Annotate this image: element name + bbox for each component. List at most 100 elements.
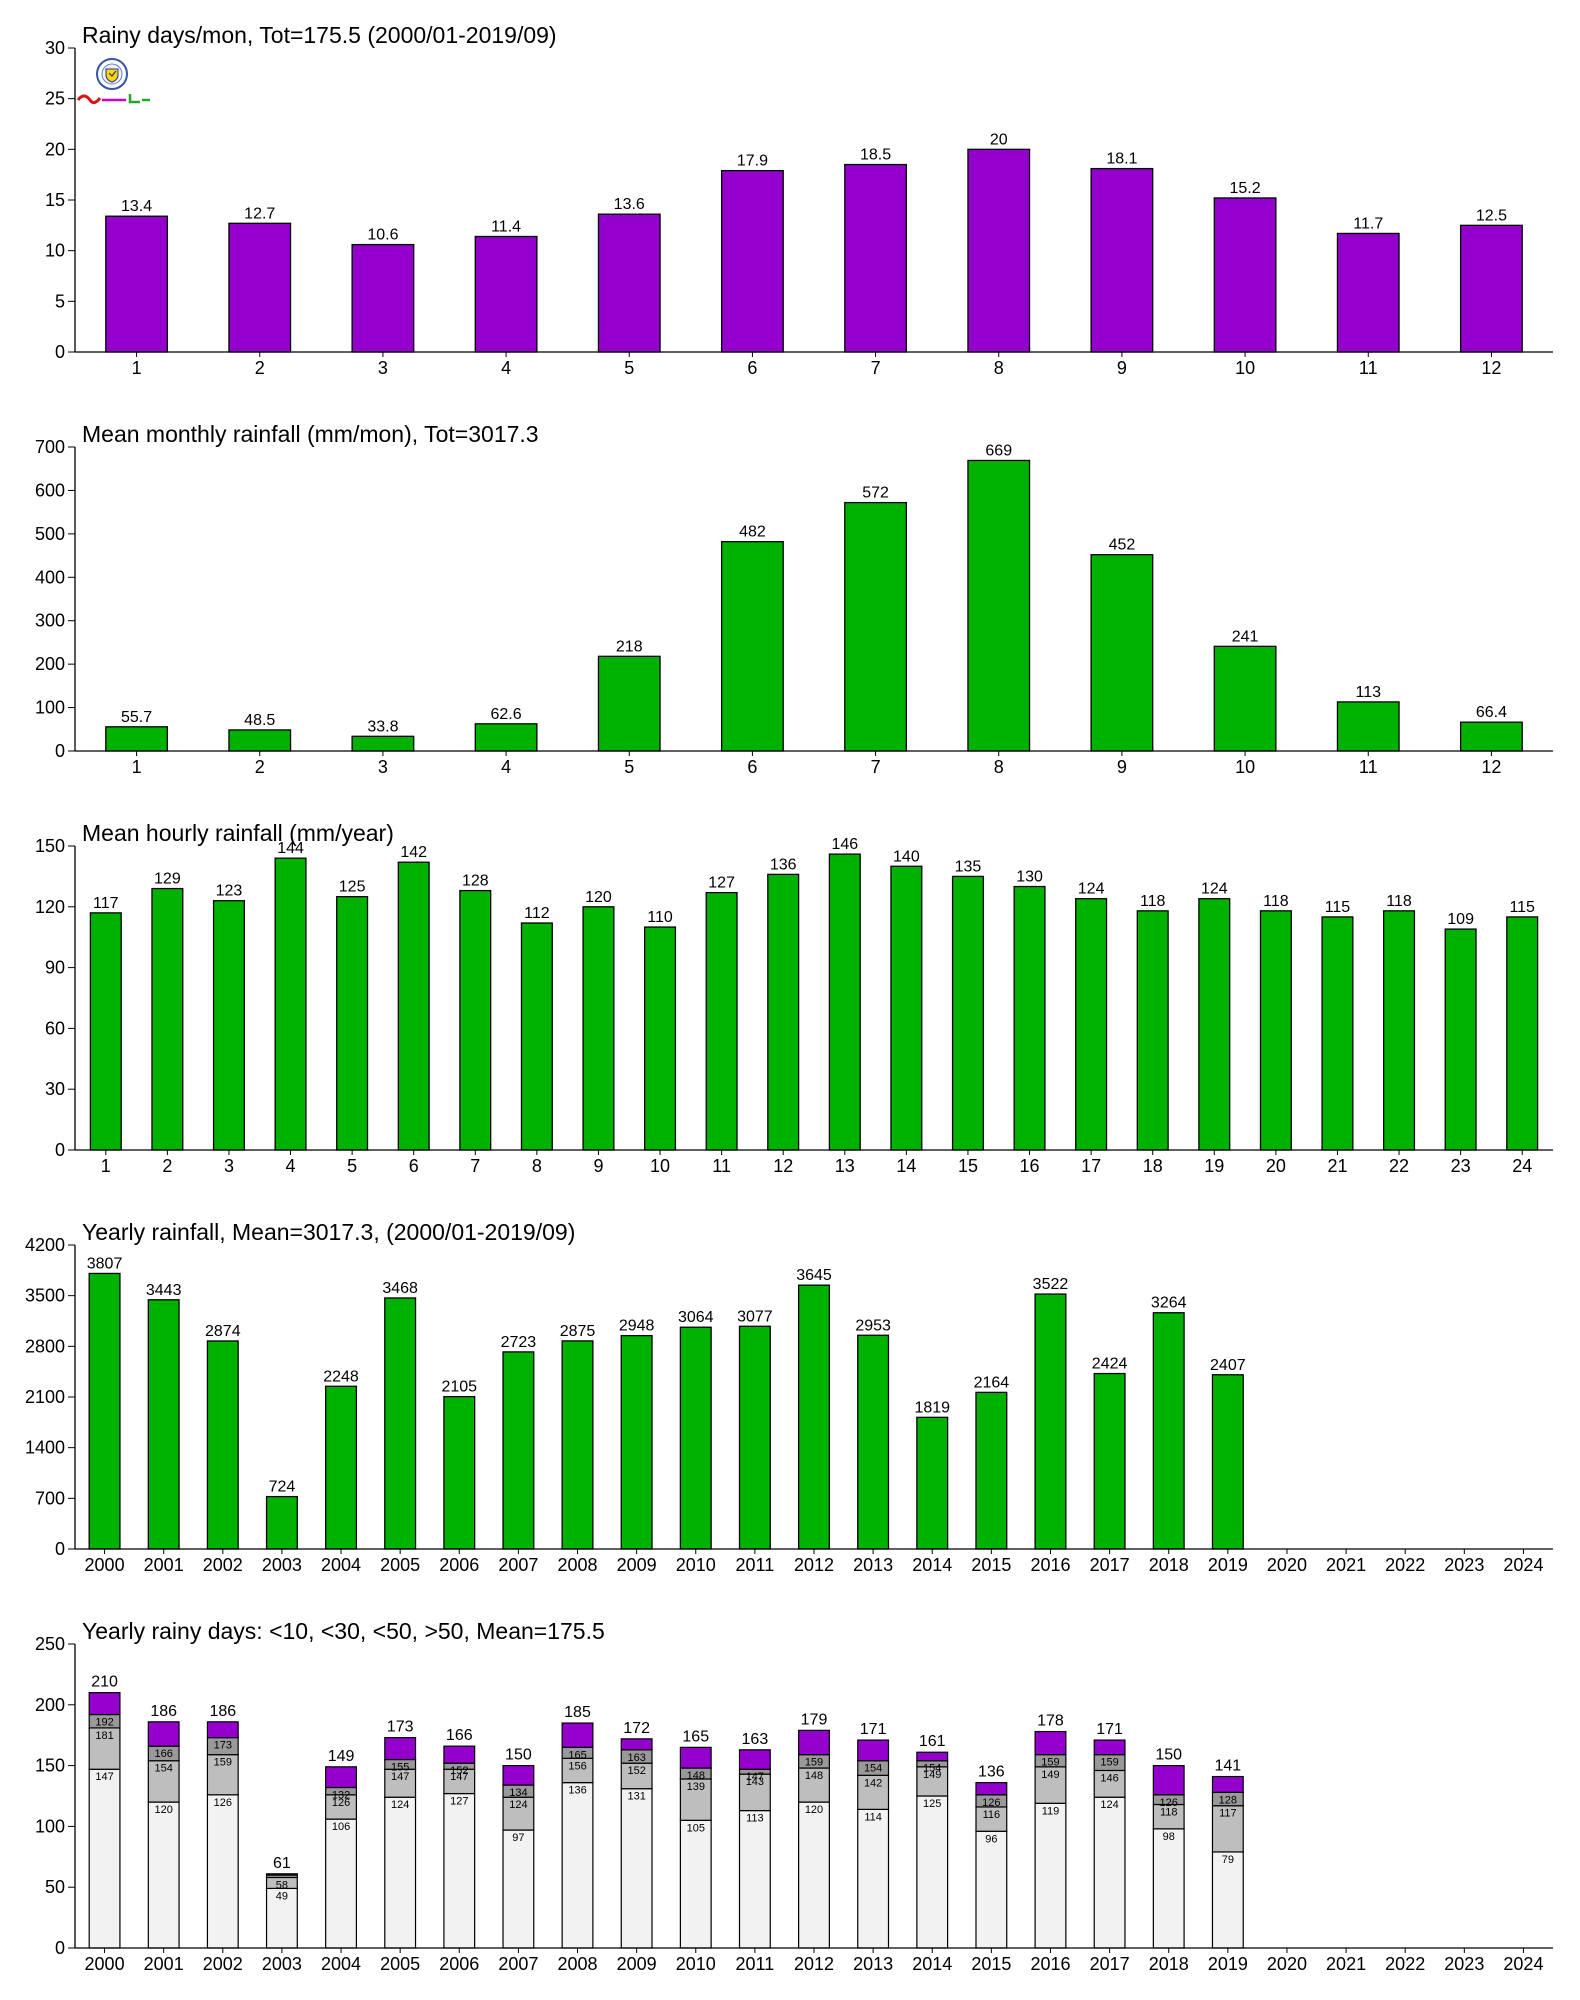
- chart-3-bar-value-label: 127: [708, 875, 735, 892]
- chart-5-segment-label-lt50: 132: [332, 1789, 350, 1801]
- chart-3-x-tick-label: 21: [1327, 1156, 1347, 1176]
- chart-5-bar-segment-total: [147, 1721, 180, 1747]
- chart-3-bar: [1259, 910, 1292, 1151]
- chart-4-x-tick-label: 2016: [1030, 1555, 1070, 1575]
- chart-5-bar-segment-lt30: [1093, 1769, 1126, 1798]
- chart-5-bar-segment-total: [1093, 1739, 1126, 1756]
- chart-2-bar: [474, 723, 538, 752]
- chart-3-x-tick-label: 13: [835, 1156, 855, 1176]
- chart-4-y-tick-label: 2100: [25, 1387, 65, 1407]
- chart-5-x-tick-label: 2013: [853, 1954, 893, 1974]
- chart-5-segment-label-lt50: 159: [1100, 1757, 1118, 1769]
- chart-5-segment-label-lt10: 131: [627, 1791, 645, 1803]
- chart-2-bar-value-label: 218: [616, 638, 643, 655]
- chart-3-x-tick-label: 1: [101, 1156, 111, 1176]
- chart-5-y-tick-label: 100: [35, 1816, 65, 1836]
- chart-5-segment-label-lt30: 146: [1100, 1772, 1118, 1784]
- chart-5-segment-label-lt50: 152: [450, 1765, 468, 1777]
- chart-2-x-tick-label: 10: [1235, 757, 1255, 777]
- chart-5-segment-label-lt30: 143: [746, 1776, 764, 1788]
- chart-3-x-tick-label: 4: [286, 1156, 296, 1176]
- chart-4-bar: [975, 1391, 1008, 1550]
- chart-1-bar: [228, 222, 292, 353]
- chart-5-title: Yearly rainy days: <10, <30, <50, >50, M…: [82, 1618, 605, 1644]
- chart-4-bar: [916, 1416, 949, 1550]
- chart-4-bar: [738, 1325, 771, 1550]
- chart-5-bar-segment-total: [88, 1692, 121, 1716]
- chart-3-bar: [643, 926, 677, 1151]
- chart-2-y-tick-label: 400: [35, 567, 65, 587]
- chart-5-x-tick-label: 2010: [676, 1954, 716, 1974]
- chart-4-bar-value-label: 3468: [382, 1280, 418, 1297]
- chart-1-bar-value-label: 13.4: [121, 198, 152, 215]
- chart-4-bar-value-label: 2164: [974, 1374, 1010, 1391]
- chart-5-x-tick-label: 2001: [144, 1954, 184, 1974]
- chart-1-bar-value-label: 18.5: [860, 147, 891, 164]
- chart-3-x-tick-label: 11: [712, 1156, 731, 1176]
- chart-5-segment-label-lt10: 120: [155, 1804, 173, 1816]
- chart-5-segment-label-lt30: 149: [1041, 1769, 1059, 1781]
- chart-3-bar-value-label: 117: [93, 895, 119, 912]
- chart-2-x-tick-label: 4: [501, 757, 511, 777]
- chart-5-bar-segment-total: [916, 1751, 949, 1762]
- chart-5-x-tick-label: 2015: [971, 1954, 1011, 1974]
- chart-4-y-tick-label: 700: [35, 1488, 65, 1508]
- chart-5-segment-label-lt50: 154: [864, 1763, 882, 1775]
- chart-3-bar: [1382, 910, 1416, 1151]
- chart-3-bar: [705, 891, 738, 1151]
- chart-3-bar: [89, 912, 122, 1151]
- chart-4-bar: [797, 1284, 831, 1550]
- chart-2-bar: [351, 735, 415, 752]
- chart-4-bar-value-label: 2723: [501, 1334, 537, 1351]
- chart-5-segment-label-lt50: 173: [214, 1740, 232, 1752]
- chart-4-bar-value-label: 3264: [1151, 1295, 1187, 1312]
- chart-3-x-tick-label: 24: [1512, 1156, 1532, 1176]
- chart-1-y-tick-label: 15: [45, 190, 65, 210]
- chart-3-x-tick-label: 16: [1020, 1156, 1040, 1176]
- chart-3-x-tick-label: 18: [1143, 1156, 1163, 1176]
- chart-5-segment-label-lt30: 181: [95, 1730, 113, 1742]
- chart-3-bar: [1136, 910, 1169, 1151]
- chart-2-x-tick-label: 3: [378, 757, 388, 777]
- chart-5-segment-label-lt50: 126: [982, 1797, 1000, 1809]
- chart-5-segment-label-lt10: 96: [985, 1833, 997, 1845]
- chart-1-bar-value-label: 18.1: [1106, 151, 1137, 168]
- chart-5-y-tick-label: 150: [35, 1756, 65, 1776]
- chart-2-bar: [1459, 721, 1523, 752]
- chart-4-x-tick-label: 2012: [794, 1555, 834, 1575]
- chart-1-bar: [1336, 232, 1400, 353]
- chart-2-bar-value-label: 669: [985, 442, 1012, 459]
- chart-5-bar-segment-lt30: [88, 1727, 121, 1770]
- chart-5-segment-label-lt30: 116: [983, 1809, 1001, 1821]
- chart-3-bar: [1321, 916, 1354, 1151]
- chart-5-segment-label-lt30: 118: [1160, 1807, 1178, 1819]
- chart-5-segment-label-lt10: 97: [512, 1832, 524, 1844]
- chart-5-x-tick-label: 2009: [617, 1954, 657, 1974]
- chart-5-segment-label-lt50: 159: [805, 1757, 823, 1769]
- chart-2-y-tick-label: 300: [35, 611, 65, 631]
- chart-5-segment-label-lt30: 124: [509, 1799, 527, 1811]
- chart-4-x-tick-label: 2003: [262, 1555, 302, 1575]
- chart-2-bar: [844, 501, 908, 752]
- chart-5-x-tick-label: 2012: [794, 1954, 834, 1974]
- chart-3-x-tick-label: 9: [593, 1156, 603, 1176]
- chart-1-bar: [105, 215, 169, 353]
- chart-5-segment-label-lt10: 49: [276, 1890, 288, 1902]
- chart-4-x-tick-label: 2022: [1385, 1555, 1425, 1575]
- chart-4-x-tick-label: 2010: [676, 1555, 716, 1575]
- chart-5-bar-total-label: 185: [564, 1704, 591, 1721]
- chart-5-segment-label-lt50: 126: [1160, 1797, 1178, 1809]
- chart-5-segment-label-lt30: 156: [568, 1760, 586, 1772]
- chart-3-bar-value-label: 109: [1447, 911, 1474, 928]
- chart-5-bar-segment-total: [443, 1745, 476, 1764]
- chart-5-bar-segment-lt10: [857, 1808, 890, 1949]
- chart-3-y-tick-label: 120: [35, 897, 65, 917]
- chart-2-bar: [597, 655, 661, 752]
- chart-1-x-tick-label: 2: [255, 358, 265, 378]
- chart-2-x-tick-label: 11: [1359, 757, 1378, 777]
- chart-3-bar-value-label: 118: [1140, 893, 1166, 910]
- chart-3-x-tick-label: 10: [650, 1156, 670, 1176]
- chart-1-bar: [967, 148, 1031, 353]
- chart-4-x-tick-label: 2018: [1149, 1555, 1189, 1575]
- chart-1-bar: [1459, 224, 1523, 353]
